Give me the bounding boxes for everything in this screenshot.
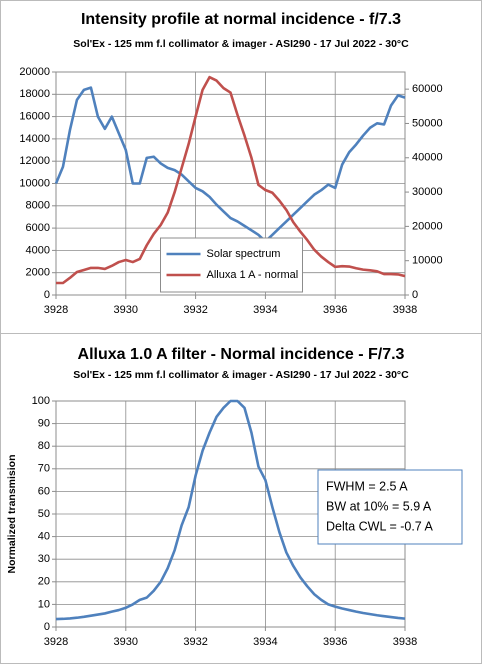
y-tick-label: 4000 (26, 244, 50, 256)
y-tick-label: 30 (38, 553, 50, 565)
y2-tick-label: 60000 (412, 83, 443, 95)
annotation-box (317, 469, 463, 545)
y-tick-label: 10 (38, 598, 50, 610)
x-tick-label: 3938 (393, 304, 417, 316)
y-tick-label: 14000 (19, 133, 50, 145)
x-tick-label: 3934 (253, 636, 277, 648)
x-tick-label: 3934 (253, 304, 277, 316)
x-tick-label: 3932 (183, 636, 207, 648)
y2-tick-label: 10000 (412, 255, 443, 267)
y-axis-label: Normalized transmision (6, 454, 18, 573)
annotation: Delta CWL = -0.7 A (326, 519, 434, 533)
y-tick-label: 18000 (19, 88, 50, 100)
x-tick-label: 3938 (393, 636, 417, 648)
y-tick-label: 12000 (19, 155, 50, 167)
y-tick-label: 70 (38, 463, 50, 475)
y-tick-label: 90 (38, 418, 50, 430)
series-line (55, 399, 406, 621)
y2-tick-label: 0 (412, 289, 418, 301)
y-tick-label: 50 (38, 508, 50, 520)
x-tick-label: 3928 (44, 636, 68, 648)
legend-label: Solar spectrum (207, 248, 281, 260)
y-tick-label: 20000 (19, 66, 50, 78)
y-tick-label: 40 (38, 531, 50, 543)
y-tick-label: 8000 (26, 200, 50, 212)
y-tick-label: 20 (38, 576, 50, 588)
x-tick-label: 3930 (114, 304, 138, 316)
y-tick-label: 0 (44, 621, 50, 633)
legend-label: Alluxa 1 A - normal (207, 269, 299, 281)
x-tick-label: 3936 (323, 304, 347, 316)
y-tick-label: 16000 (19, 111, 50, 123)
x-tick-label: 3932 (183, 304, 207, 316)
chart-subtitle: Sol'Ex - 125 mm f.l collimator & imager … (73, 38, 409, 50)
y-tick-label: 100 (32, 395, 50, 407)
y-tick-label: 80 (38, 440, 50, 452)
x-tick-label: 3936 (323, 636, 347, 648)
chart-title: Intensity profile at normal incidence - … (81, 11, 401, 28)
y2-tick-label: 40000 (412, 152, 443, 164)
y2-tick-label: 30000 (412, 186, 443, 198)
annotation: BW at 10% = 5.9 A (326, 499, 432, 513)
y-tick-label: 2000 (26, 267, 50, 279)
chart-subtitle: Sol'Ex - 125 mm f.l collimator & imager … (73, 369, 409, 381)
chart-title: Alluxa 1.0 A filter - Normal incidence -… (78, 346, 405, 363)
y2-tick-label: 50000 (412, 117, 443, 129)
y-tick-label: 6000 (26, 222, 50, 234)
annotation: FWHM = 2.5 A (326, 479, 408, 493)
x-tick-label: 3930 (114, 636, 138, 648)
legend-box (160, 237, 303, 293)
y-tick-label: 60 (38, 485, 50, 497)
series-line (54, 86, 406, 243)
y2-tick-label: 20000 (412, 220, 443, 232)
y-tick-label: 10000 (19, 177, 50, 189)
x-tick-label: 3928 (44, 304, 68, 316)
y-tick-label: 0 (44, 289, 50, 301)
series-line (56, 75, 406, 285)
